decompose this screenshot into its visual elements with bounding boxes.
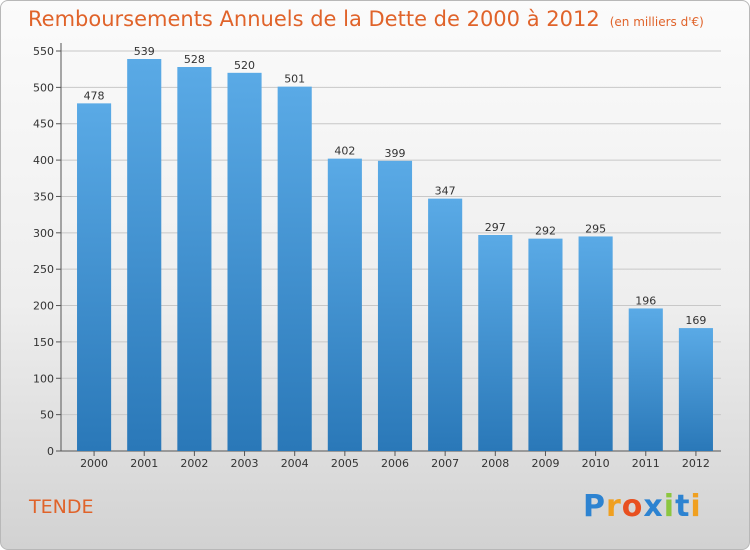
x-tick-label: 2003 (231, 457, 259, 470)
data-label: 501 (284, 73, 305, 86)
location-name: TENDE (29, 496, 94, 518)
bar-2004 (277, 86, 312, 452)
bar-2002 (177, 67, 212, 451)
logo-letter: i (663, 489, 676, 524)
y-tick-label: 400 (33, 154, 54, 167)
x-tick-label: 2008 (481, 457, 509, 470)
bar-2007 (428, 198, 463, 451)
logo-letter: r (606, 489, 622, 524)
data-label: 297 (485, 221, 506, 234)
y-tick-label: 450 (33, 118, 54, 131)
bar-2010 (578, 236, 613, 451)
bar-2005 (327, 158, 362, 452)
logo-letter: P (583, 489, 606, 524)
y-tick-label: 0 (47, 445, 54, 458)
data-label: 520 (234, 59, 255, 72)
data-label: 539 (134, 45, 155, 58)
data-label: 528 (184, 53, 205, 66)
y-tick-label: 200 (33, 300, 54, 313)
bar-2001 (127, 59, 162, 451)
axes: 0 50 100 150 200 250 300 350 400 450 500 550 (33, 43, 721, 458)
logo-letter: o (621, 489, 644, 524)
y-tick-label: 150 (33, 336, 54, 349)
labels: 2000 478 2001 539 2002 528 2003 520 2004 501 2005 4… (80, 45, 710, 470)
x-tick-label: 2007 (431, 457, 459, 470)
logo-letter: t (675, 489, 691, 524)
bar-2012 (678, 328, 713, 451)
y-tick-label: 500 (33, 81, 54, 94)
y-tick-label: 350 (33, 190, 54, 203)
x-tick-label: 2001 (130, 457, 158, 470)
x-tick-label: 2009 (531, 457, 559, 470)
chart-title: Remboursements Annuels de la Dette de 20… (28, 7, 704, 31)
data-label: 169 (685, 314, 706, 327)
bar-2009 (528, 238, 563, 451)
x-tick-label: 2000 (80, 457, 108, 470)
x-tick-label: 2011 (632, 457, 660, 470)
bar-2008 (478, 235, 513, 451)
y-tick-label: 550 (33, 45, 54, 58)
data-label: 295 (585, 222, 606, 235)
bar-2006 (377, 160, 413, 451)
data-label: 402 (334, 145, 355, 158)
y-tick-label: 100 (33, 372, 54, 385)
y-tick-label: 300 (33, 227, 54, 240)
x-tick-label: 2005 (331, 457, 359, 470)
x-tick-label: 2010 (582, 457, 610, 470)
data-label: 399 (385, 147, 406, 160)
x-tick-label: 2002 (180, 457, 208, 470)
y-tick-label: 50 (40, 409, 54, 422)
bar-2003 (227, 72, 262, 452)
y-tick-label: 250 (33, 263, 54, 276)
x-tick-label: 2004 (281, 457, 309, 470)
logo-letter: x (643, 489, 664, 524)
x-tick-label: 2012 (682, 457, 710, 470)
proxiti-logo[interactable]: Proxiti (583, 489, 702, 524)
logo-letter: i (690, 489, 702, 524)
chart-subtitle: (en milliers d'€) (609, 15, 704, 29)
data-label: 347 (435, 185, 456, 198)
data-label: 292 (535, 225, 556, 238)
data-label: 196 (635, 294, 656, 307)
bars (77, 59, 713, 452)
bar-2000 (77, 103, 112, 451)
data-label: 478 (84, 89, 105, 102)
bar-2011 (628, 308, 663, 451)
x-tick-label: 2006 (381, 457, 409, 470)
